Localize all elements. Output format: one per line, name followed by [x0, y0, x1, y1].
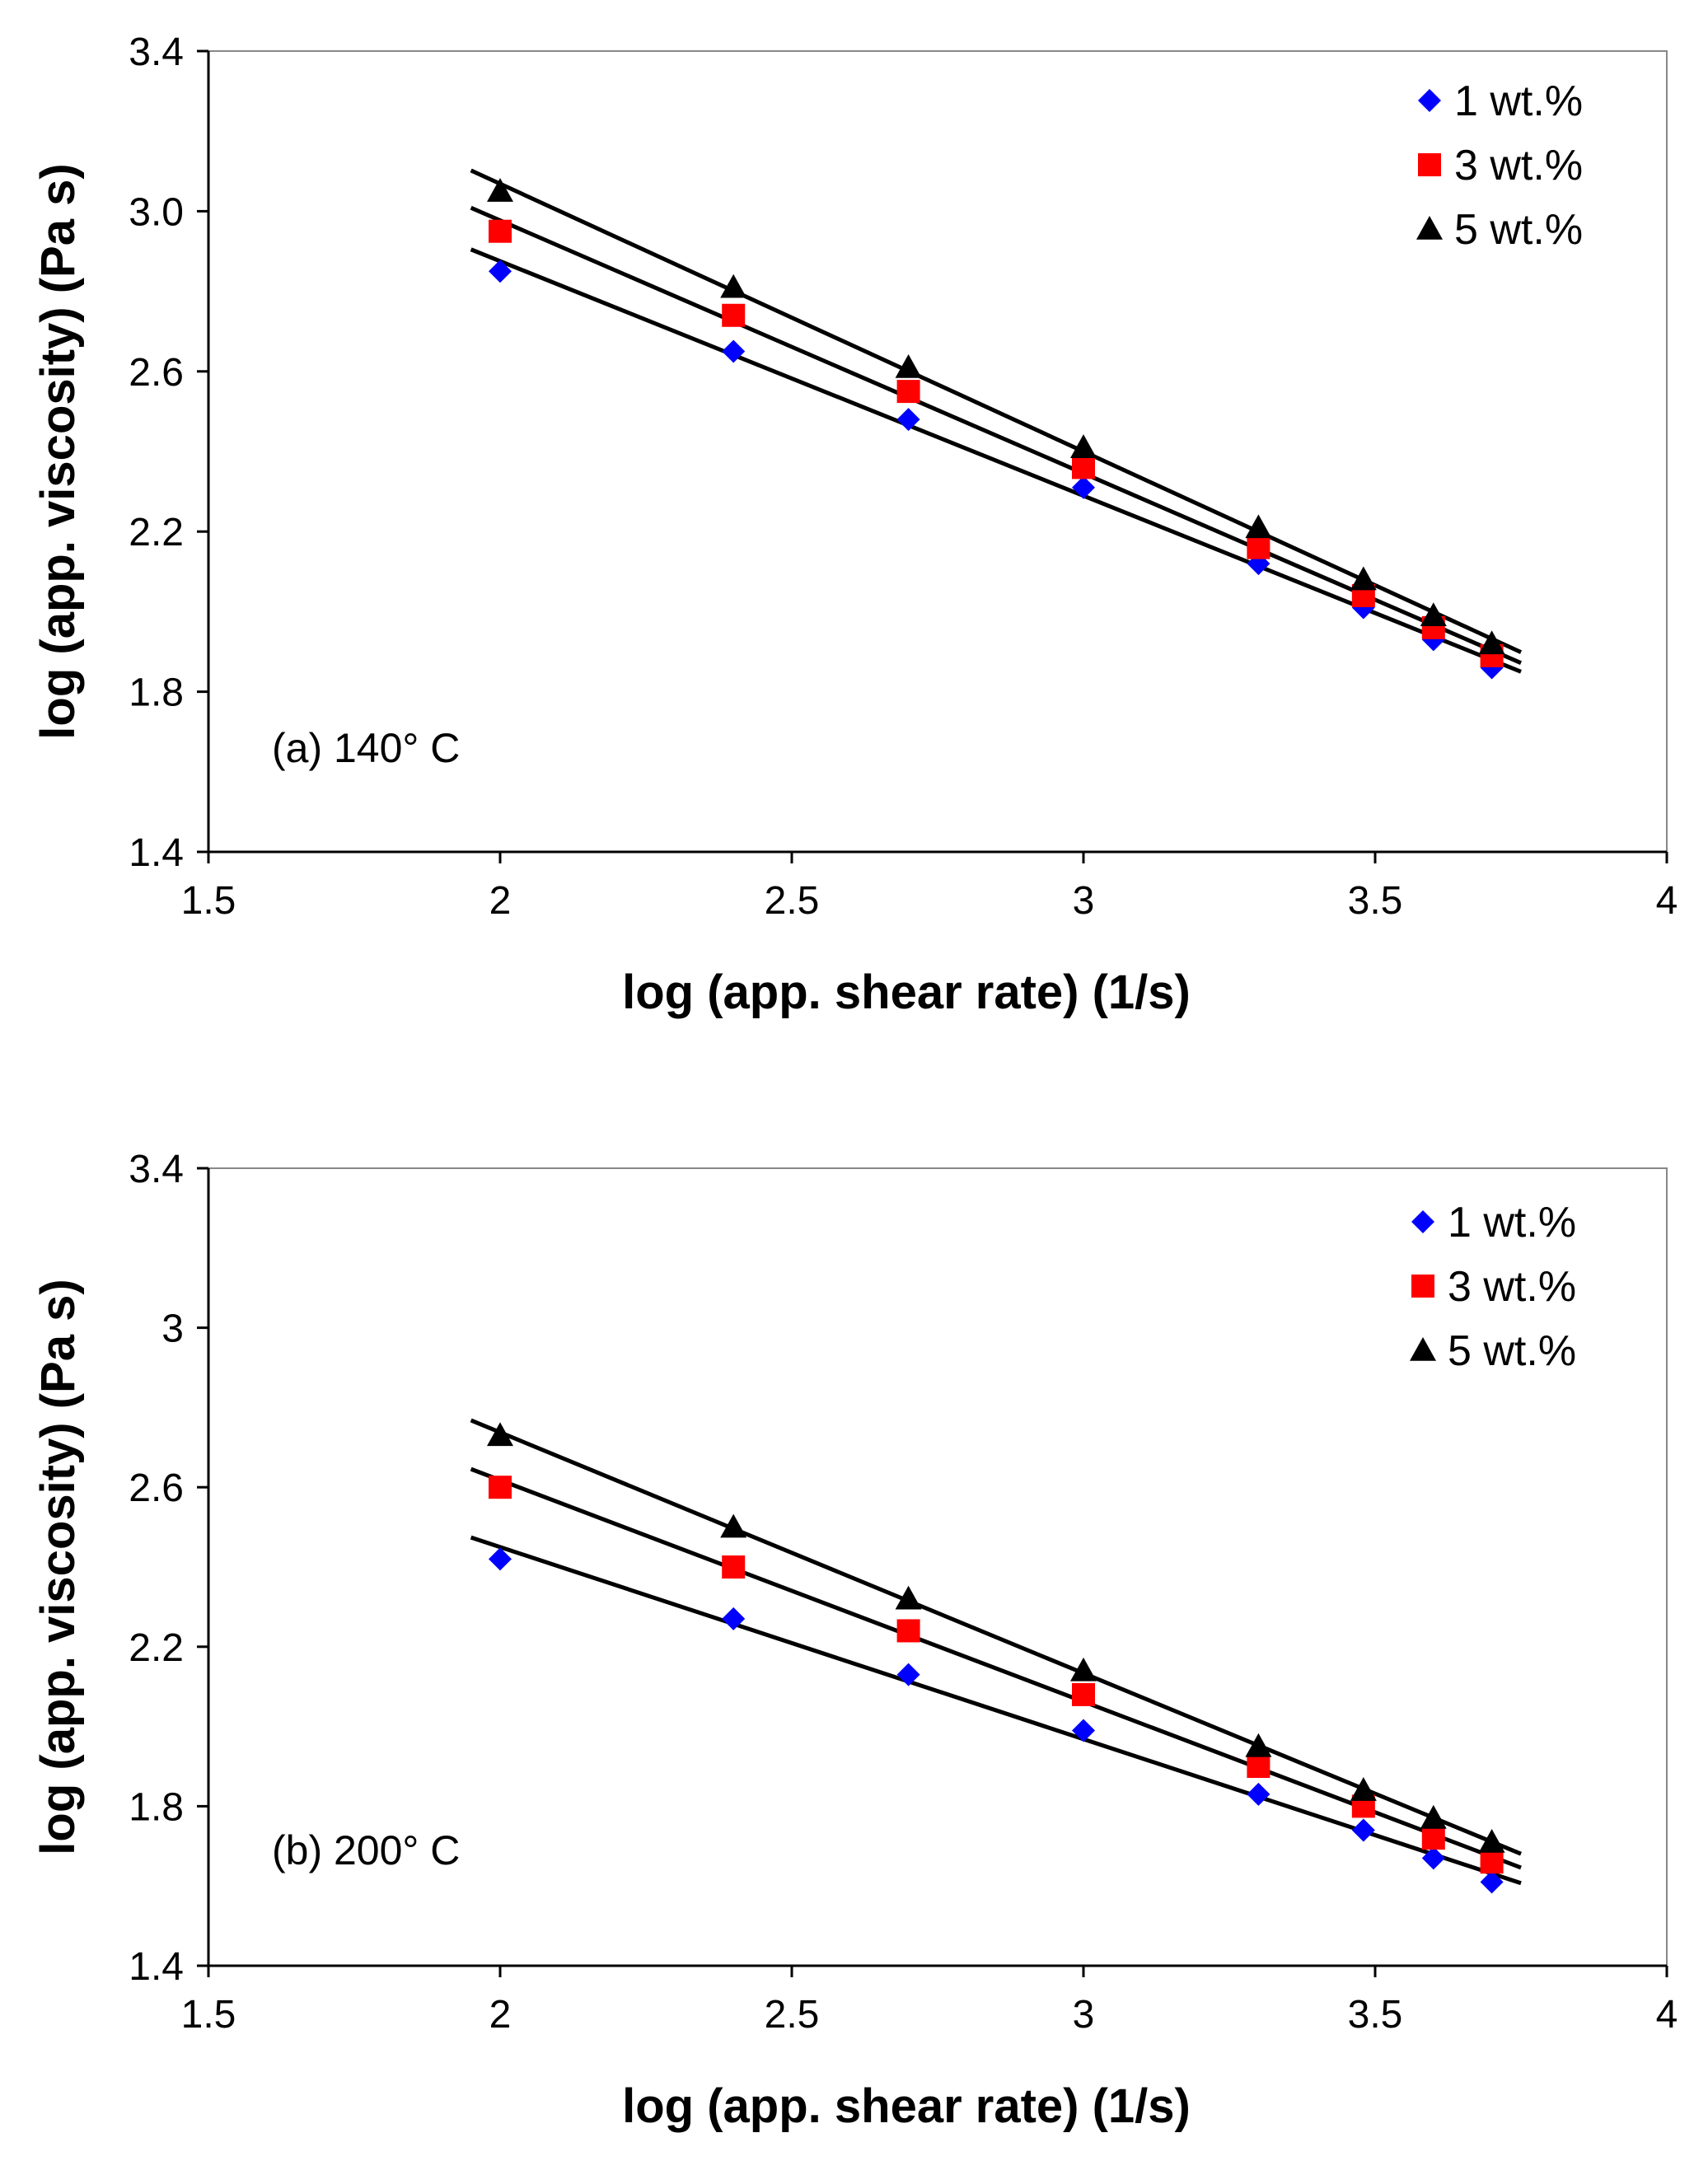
data-point: [1072, 456, 1095, 479]
data-point: [489, 260, 512, 283]
y-tick-label: 1.4: [129, 1945, 184, 1989]
x-tick-label: 3.5: [1348, 879, 1403, 923]
data-point: [487, 178, 513, 202]
data-point: [1350, 566, 1377, 591]
data-point: [1480, 1870, 1504, 1894]
data-point: [896, 1663, 920, 1686]
data-point: [895, 353, 922, 378]
x-axis-title: log (app. shear rate) (1/s): [622, 2079, 1191, 2133]
x-tick-label: 2: [489, 1993, 512, 2037]
x-tick-label: 2: [489, 879, 512, 923]
y-tick-label: 2.2: [129, 511, 184, 554]
legend-label: 1 wt.%: [1448, 1199, 1576, 1247]
data-point: [1478, 1828, 1505, 1853]
x-tick-label: 4: [1656, 1993, 1678, 2037]
chart-panel-a: 1.4 1.8 2.2 2.6 3.0 3.4 1.5 2 2.5 3 3.5 4 log (app. …: [31, 30, 1678, 1019]
panel-annotation: (b) 200° C: [272, 1827, 460, 1873]
data-point: [722, 1607, 746, 1630]
data-point: [489, 1547, 512, 1571]
data-point: [896, 380, 920, 404]
data-point: [1247, 1782, 1270, 1806]
x-tick-label: 3.5: [1348, 1993, 1403, 2037]
data-point: [1421, 1827, 1445, 1850]
legend-label: 1 wt.%: [1454, 77, 1583, 125]
data-point: [1478, 630, 1505, 655]
data-point: [722, 339, 746, 363]
x-tick-label: 2.5: [765, 879, 820, 923]
legend-marker: [1418, 153, 1441, 176]
data-point: [895, 1585, 922, 1610]
chart-panel-b: 1.4 1.8 2.2 2.6 3 3.4 1.5 2 2.5 3 3.5 4 log (app. sh…: [31, 1148, 1678, 2133]
legend-marker: [1416, 216, 1443, 240]
y-tick-label: 1.8: [129, 671, 184, 715]
data-point: [1420, 1804, 1447, 1829]
data-point: [1421, 1846, 1445, 1870]
legend-label: 3 wt.%: [1454, 142, 1583, 189]
y-tick-label: 2.2: [129, 1626, 184, 1670]
trendline-5wt: [470, 168, 1523, 654]
legend-label: 3 wt.%: [1448, 1263, 1576, 1311]
data-point: [1247, 536, 1270, 559]
data-point: [489, 1476, 512, 1499]
trendline-3wt: [470, 1466, 1522, 1870]
data-point: [1072, 475, 1095, 499]
legend-label: 5 wt.%: [1454, 206, 1583, 254]
x-tick-label: 2.5: [765, 1993, 820, 2037]
trendline-3wt: [470, 205, 1522, 666]
y-axis-title: log (app. viscosity) (Pa s): [31, 1279, 85, 1855]
legend-label: 5 wt.%: [1448, 1327, 1576, 1375]
y-tick-label: 3.0: [129, 190, 184, 234]
y-tick-label: 2.6: [129, 1466, 184, 1510]
data-point: [1350, 1777, 1377, 1801]
y-axis-title: log (app. viscosity) (Pa s): [31, 163, 85, 739]
legend-marker: [1410, 1337, 1436, 1361]
x-tick-label: 1.5: [181, 879, 236, 923]
data-point: [720, 274, 747, 298]
data-point: [1480, 1850, 1504, 1874]
trendline-1wt: [470, 1535, 1522, 1886]
x-tick-label: 1.5: [181, 1993, 236, 2037]
trendline-5wt: [470, 1418, 1522, 1856]
data-point: [1072, 1682, 1095, 1706]
y-tick-label: 1.8: [129, 1785, 184, 1829]
y-tick-label: 1.4: [129, 831, 184, 875]
legend-marker: [1411, 1275, 1434, 1298]
data-point: [1245, 514, 1272, 539]
data-point: [896, 1619, 920, 1643]
data-point: [1070, 1657, 1097, 1682]
data-point: [1247, 1755, 1270, 1778]
y-tick-label: 3: [161, 1307, 184, 1351]
data-point: [722, 303, 746, 327]
data-point: [722, 1555, 746, 1579]
legend-marker: [1411, 1210, 1434, 1233]
data-point: [1245, 1733, 1272, 1757]
y-tick-label: 2.6: [129, 351, 184, 395]
data-point: [1070, 434, 1097, 458]
x-tick-label: 3: [1073, 879, 1095, 923]
trendline-1wt: [470, 247, 1522, 674]
data-point: [489, 219, 512, 243]
y-tick-label: 3.4: [129, 1148, 184, 1191]
data-point: [1351, 1818, 1375, 1842]
panel-annotation: (a) 140° C: [272, 725, 460, 771]
x-axis-title: log (app. shear rate) (1/s): [622, 966, 1191, 1019]
y-tick-label: 3.4: [129, 30, 184, 74]
x-tick-label: 4: [1656, 879, 1678, 923]
data-point: [720, 1513, 747, 1538]
data-point: [1420, 602, 1447, 627]
x-tick-label: 3: [1073, 1993, 1095, 2037]
legend-marker: [1418, 89, 1441, 112]
data-point: [1072, 1719, 1095, 1742]
data-point: [487, 1422, 513, 1447]
data-point: [896, 408, 920, 432]
